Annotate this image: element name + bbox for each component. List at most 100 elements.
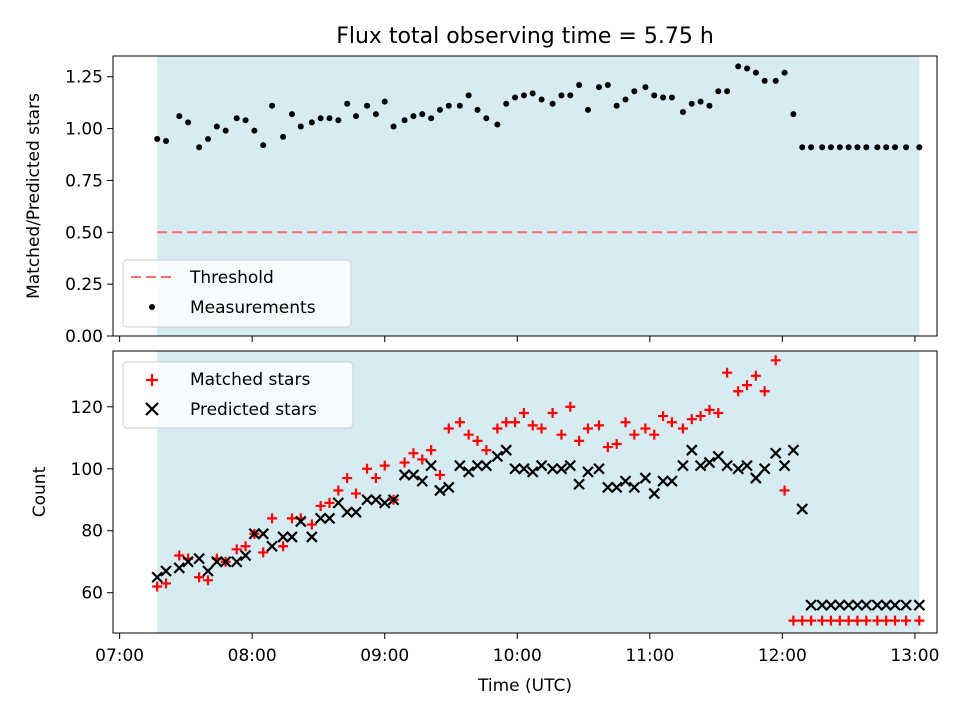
matched-star-point [742, 380, 753, 391]
matched-star-point [258, 547, 269, 558]
predicted-star-point [173, 562, 186, 574]
matched-star-point [611, 438, 622, 449]
predicted-star-point [769, 447, 782, 460]
matched-star-point [152, 581, 163, 592]
matched-star-point [202, 575, 213, 586]
matched-star-point [852, 615, 863, 626]
bottom-y-axis-label: Count [30, 466, 50, 517]
predicted-star-point [686, 444, 698, 456]
predicted-star-point [462, 466, 475, 478]
matched-star-point [426, 445, 437, 456]
measurement-point [642, 84, 649, 91]
predicted-star-point [378, 497, 391, 509]
matched-star-point [492, 423, 503, 434]
matched-star-point [443, 423, 454, 434]
predicted-star-point [573, 478, 585, 491]
measurement-point [390, 123, 397, 130]
measurement-point [735, 63, 742, 70]
predicted-star-point [398, 469, 411, 481]
predicted-star-point [860, 599, 873, 611]
matched-star-point [240, 541, 251, 552]
predicted-star-point [219, 555, 232, 568]
predicted-star-point [602, 481, 614, 494]
measurement-point [154, 135, 161, 142]
matched-star-point [713, 407, 724, 418]
matched-star-point [510, 417, 521, 428]
measurement-point [280, 133, 287, 140]
matched-star-point [658, 411, 669, 422]
matched-star-point [472, 435, 483, 446]
matched-star-point [362, 463, 373, 474]
matched-star-point [399, 457, 410, 468]
predicted-star-point [286, 531, 298, 543]
measurement-point [874, 144, 881, 151]
measurement-point [538, 96, 545, 103]
measurement-point [308, 119, 315, 126]
predicted-star-point [500, 444, 513, 456]
predicted-star-point [314, 512, 327, 525]
predicted-star-point [211, 555, 223, 568]
legend-measurements-swatch [149, 304, 155, 310]
matched-star-point [582, 423, 593, 434]
y-tick-label: 0.50 [65, 223, 103, 243]
matched-star-point [278, 541, 289, 552]
measurement-point [819, 144, 826, 151]
measurement-point [269, 102, 276, 109]
measurement-point [445, 102, 452, 109]
predicted-star-point [677, 459, 689, 472]
measurement-point [724, 88, 731, 95]
predicted-star-point [816, 599, 828, 611]
predicted-star-point [913, 599, 926, 611]
predicted-star-point [443, 481, 455, 494]
measurement-point [297, 123, 304, 130]
measurement-point [549, 100, 556, 107]
measurement-point [436, 106, 443, 113]
matched-star-point [315, 500, 326, 511]
measurement-point [410, 113, 417, 120]
measurement-point [631, 88, 638, 95]
matched-star-point [750, 370, 761, 381]
predicted-star-point [407, 469, 420, 481]
measurement-point [613, 102, 620, 109]
predicted-star-point [880, 599, 892, 611]
predicted-star-point [425, 459, 437, 472]
measurement-point [883, 144, 890, 151]
measurement-point [808, 144, 815, 151]
matched-star-point [759, 386, 770, 397]
matched-star-point [817, 615, 828, 626]
y-tick-label: 0.25 [65, 275, 103, 295]
matched-star-point [861, 615, 872, 626]
legend-box [122, 259, 352, 328]
measurement-point [456, 102, 463, 109]
predicted-star-point [889, 599, 901, 611]
measurement-point [790, 111, 797, 118]
predicted-star-point [750, 472, 762, 484]
predicted-star-point [657, 475, 669, 487]
legend-threshold-label: Threshold [189, 268, 274, 288]
measurement-point [752, 69, 759, 76]
matched-star-point [408, 448, 419, 459]
measurement-point [163, 138, 170, 145]
measurement-point [854, 144, 861, 151]
predicted-star-point [582, 466, 594, 478]
matched-star-point [324, 497, 335, 508]
measurement-point [260, 142, 267, 149]
legend-matched-swatch [146, 374, 158, 386]
predicted-star-point [350, 506, 362, 518]
measurement-point [222, 127, 229, 134]
measurement-point [604, 82, 611, 89]
matched-star-point [629, 429, 640, 440]
predicted-star-point [239, 549, 252, 562]
predicted-star-point [151, 571, 163, 583]
x-tick-label: 09:00 [360, 646, 409, 666]
measurement-point [706, 102, 713, 109]
measurement-point [335, 117, 342, 124]
matched-star-point [286, 513, 297, 524]
predicted-star-point [628, 481, 641, 494]
matched-star-point [914, 615, 925, 626]
matched-star-point [527, 420, 538, 431]
measurement-point [622, 96, 629, 103]
legend-predicted-label: Predicted stars [190, 400, 317, 420]
measurement-point [903, 144, 910, 151]
measurement-point [916, 144, 923, 151]
